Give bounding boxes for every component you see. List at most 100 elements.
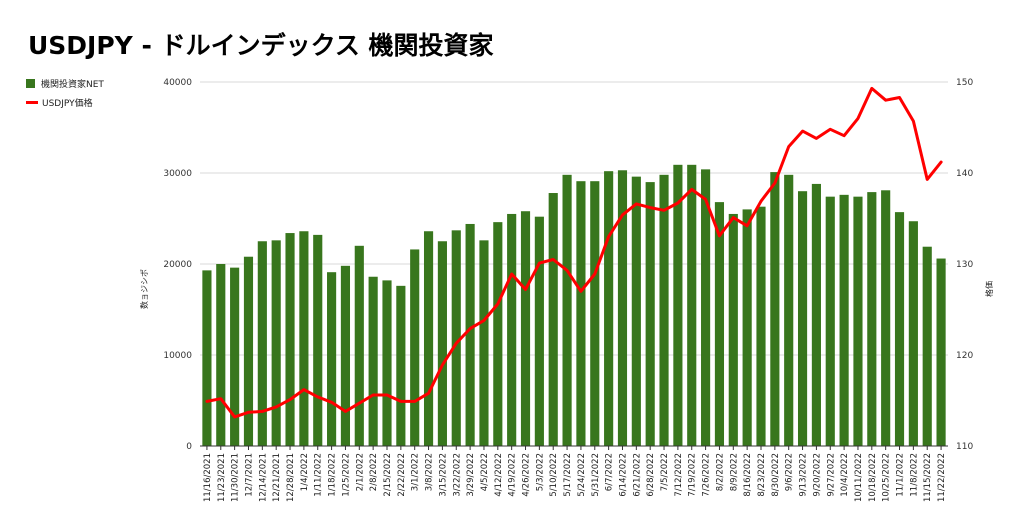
- x-tick-label: 7/5/2022: [660, 453, 670, 491]
- x-tick-label: 11/30/2021: [231, 453, 241, 502]
- x-tick-label: 11/1/2022: [896, 453, 906, 497]
- x-tick-label: 5/17/2022: [563, 453, 573, 497]
- x-tick-label: 12/21/2021: [272, 453, 282, 502]
- x-tick-label: 10/11/2022: [854, 453, 864, 502]
- x-tick-label: 11/22/2022: [937, 453, 947, 502]
- x-tick-label: 7/12/2022: [674, 453, 684, 497]
- x-tick-label: 7/19/2022: [688, 453, 698, 497]
- x-tick-label: 2/1/2022: [355, 453, 365, 491]
- bar: [230, 267, 240, 446]
- x-tick-label: 7/26/2022: [702, 453, 712, 497]
- bar: [825, 196, 835, 446]
- y2-tick-label: 140: [956, 169, 973, 179]
- y-axis-right: 110 120 130 140 150: [956, 78, 973, 452]
- bar: [687, 164, 697, 446]
- x-tick-label: 4/26/2022: [522, 453, 532, 497]
- bar: [354, 245, 364, 446]
- x-tick-label: 3/15/2022: [438, 453, 448, 497]
- y-axis-left: 0 10000 20000 30000 40000: [163, 78, 192, 452]
- x-tick-label: 3/22/2022: [452, 453, 462, 497]
- bar: [659, 174, 669, 446]
- legend-item-bar: 機関投資家NET: [26, 77, 104, 90]
- bar: [617, 170, 628, 446]
- legend-item-line: USDJPY価格: [26, 96, 93, 109]
- bar: [881, 190, 891, 446]
- bar: [299, 231, 309, 446]
- bar: [285, 233, 295, 446]
- x-tick-label: 5/10/2022: [549, 453, 559, 497]
- x-tick-label: 11/15/2022: [923, 453, 933, 502]
- x-tick-label: 9/13/2022: [799, 453, 809, 497]
- x-tick-label: 2/22/2022: [397, 453, 407, 497]
- y-tick-label: 40000: [163, 78, 192, 88]
- x-tick-label: 2/15/2022: [383, 453, 393, 497]
- bar: [327, 272, 337, 446]
- bar: [423, 231, 434, 446]
- x-tick-label: 6/14/2022: [618, 453, 628, 497]
- bar-series: [202, 164, 946, 447]
- x-tick-label: 6/21/2022: [632, 453, 642, 497]
- x-tick-label: 5/3/2022: [535, 453, 545, 491]
- x-tick-label: 11/23/2021: [217, 453, 227, 502]
- bar: [313, 234, 323, 446]
- bar: [479, 240, 489, 446]
- x-tick-label: 4/19/2022: [508, 453, 518, 497]
- bar: [271, 240, 281, 446]
- x-tick-label: 10/18/2022: [868, 453, 878, 502]
- x-tick-label: 8/30/2022: [771, 453, 781, 497]
- legend-label-line: USDJPY価格: [42, 99, 93, 109]
- bar: [548, 193, 558, 446]
- y-tick-label: 20000: [163, 260, 192, 270]
- bar: [908, 221, 918, 446]
- x-tick-label: 8/16/2022: [743, 453, 753, 497]
- bar: [742, 209, 752, 446]
- bar: [202, 270, 212, 446]
- x-tick-label: 1/25/2022: [341, 453, 351, 497]
- bar: [257, 241, 267, 446]
- bar: [437, 241, 447, 446]
- bar: [728, 213, 738, 446]
- x-tick-label: 10/4/2022: [840, 453, 850, 497]
- bar: [797, 191, 808, 446]
- x-tick-label: 3/8/2022: [425, 453, 435, 491]
- bar: [922, 246, 932, 446]
- x-tick-label: 6/7/2022: [605, 453, 615, 491]
- x-tick-label: 11/8/2022: [909, 453, 919, 497]
- bar: [368, 276, 378, 446]
- chart-title: USDJPY - ドルインデックス 機関投資家: [28, 31, 494, 60]
- bar: [534, 216, 544, 446]
- bar: [770, 172, 780, 446]
- y2-axis-label: 格価: [984, 281, 994, 297]
- x-tick-label: 6/28/2022: [646, 453, 656, 497]
- x-tick-label: 9/6/2022: [785, 453, 795, 491]
- x-tick-label: 3/29/2022: [466, 453, 476, 497]
- price-line: [205, 86, 943, 419]
- bar: [382, 280, 392, 446]
- x-tick-label: 9/20/2022: [812, 453, 822, 497]
- x-tick-label: 8/2/2022: [715, 453, 725, 491]
- bar: [701, 169, 711, 447]
- x-axis: 11/16/2021 11/23/2021 11/30/2021 12/7/2021 1…: [203, 446, 947, 502]
- bar: [410, 249, 420, 446]
- bar: [784, 174, 794, 446]
- bar: [853, 196, 863, 446]
- bar: [507, 213, 517, 446]
- y2-tick-label: 120: [956, 351, 973, 361]
- x-tick-label: 8/23/2022: [757, 453, 767, 497]
- bar: [451, 230, 461, 446]
- x-tick-label: 8/9/2022: [729, 453, 739, 491]
- bar: [340, 265, 351, 446]
- bar: [714, 202, 725, 446]
- x-tick-label: 12/28/2021: [286, 453, 296, 502]
- bar: [756, 206, 766, 446]
- y-tick-label: 10000: [163, 351, 192, 361]
- bar: [811, 183, 821, 447]
- x-tick-label: 5/31/2022: [591, 453, 601, 497]
- x-tick-label: 12/14/2021: [258, 453, 268, 502]
- y-tick-label: 0: [186, 442, 192, 452]
- bar: [894, 212, 905, 446]
- gridlines: [200, 81, 948, 356]
- bar: [631, 176, 641, 446]
- y2-tick-label: 110: [956, 442, 973, 452]
- x-tick-label: 1/11/2022: [314, 453, 324, 497]
